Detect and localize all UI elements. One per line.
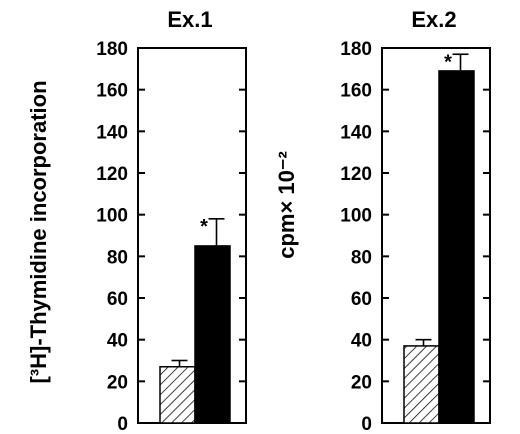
y-tick-label: 60 (107, 289, 128, 310)
y-tick-label: 100 (96, 206, 128, 227)
panel-ex2: Ex.2 0 20 40 60 80 100 120 140 160 180 * (340, 7, 491, 434)
y-tick-label: 0 (361, 414, 372, 434)
y-tick-label: 180 (340, 39, 372, 60)
y-axis-label-line1: [³H]-Thymidine incorporation (26, 80, 51, 383)
y-axis-label-line2: cpm× 10⁻² (274, 151, 299, 259)
y-tick-label: 60 (351, 289, 372, 310)
panel-ex1: Ex.1 0 20 40 60 80 100 120 140 160 180 * (96, 7, 247, 434)
significance-star: * (200, 216, 208, 238)
significance-star: * (444, 51, 452, 73)
y-tick-label: 100 (340, 206, 372, 227)
bar-hatched (159, 366, 196, 424)
bar-solid (194, 245, 231, 424)
y-tick-label: 120 (96, 164, 128, 185)
y-tick-label: 20 (351, 372, 372, 393)
bar-hatched (403, 345, 440, 424)
bar-solid (438, 70, 475, 424)
y-tick-label: 40 (107, 331, 128, 352)
y-tick-label: 140 (96, 122, 128, 143)
y-tick-label: 40 (351, 331, 372, 352)
y-tick-label: 80 (351, 247, 372, 268)
y-tick-label: 140 (340, 122, 372, 143)
y-tick-label: 0 (117, 414, 128, 434)
y-tick-label: 80 (107, 247, 128, 268)
chart-title: Ex.1 (167, 7, 212, 32)
chart-title: Ex.2 (411, 7, 456, 32)
y-tick-label: 160 (340, 81, 372, 102)
y-tick-label: 20 (107, 372, 128, 393)
y-tick-label: 180 (96, 39, 128, 60)
y-tick-label: 120 (340, 164, 372, 185)
y-tick-label: 160 (96, 81, 128, 102)
